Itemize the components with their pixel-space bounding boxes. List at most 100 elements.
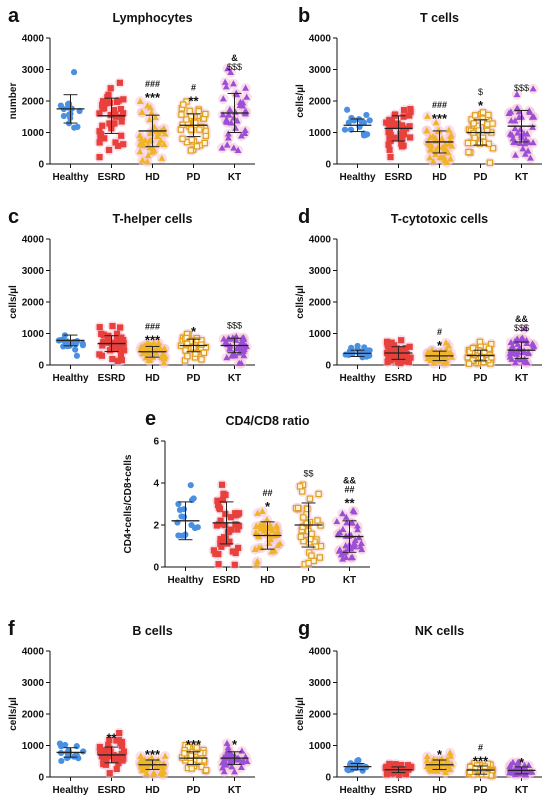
data-point	[478, 353, 485, 361]
y-tick-label: 2000	[22, 97, 45, 108]
data-point	[224, 65, 232, 72]
data-point	[139, 762, 147, 769]
data-point	[104, 94, 111, 101]
significance-marker: #	[191, 82, 196, 92]
data-point	[353, 522, 361, 529]
data-point	[465, 360, 473, 367]
panel-letter: b	[298, 5, 310, 27]
data-point	[192, 350, 199, 357]
data-point	[102, 100, 109, 107]
data-point	[241, 126, 249, 134]
data-point	[120, 96, 127, 103]
data-point	[119, 757, 126, 764]
data-point	[339, 555, 347, 562]
data-point	[385, 120, 392, 128]
y-tick-label: 2000	[309, 710, 332, 721]
data-point	[223, 116, 230, 123]
data-point	[274, 541, 282, 549]
data-point	[101, 338, 108, 345]
significance-marker: *	[519, 755, 525, 770]
data-point	[138, 108, 146, 115]
data-point	[469, 344, 477, 352]
data-point	[348, 344, 355, 351]
data-point	[315, 490, 322, 498]
data-point	[235, 359, 243, 366]
panel-title: T-helper cells	[113, 212, 193, 226]
data-point	[103, 756, 110, 763]
data-point	[233, 91, 241, 98]
data-point	[117, 739, 124, 747]
data-point	[299, 523, 306, 531]
panel-letter: a	[8, 5, 20, 27]
x-tick-label: ESRD	[213, 575, 241, 586]
y-tick-label: 4000	[22, 235, 45, 246]
panel-c: c T-helper cells cells/µl 0 1000 2000 3000 4000…	[8, 206, 255, 384]
data-point	[304, 505, 311, 513]
data-point	[202, 766, 210, 774]
data-point	[70, 69, 78, 76]
significance-marker: &&	[343, 475, 356, 485]
data-point	[426, 154, 434, 161]
x-tick-label: PD	[187, 172, 201, 183]
y-tick-label: 3000	[22, 65, 45, 76]
data-point	[253, 560, 261, 567]
data-point	[161, 130, 169, 137]
panel-b: b T cells cells/µl 0 1000 2000 3000 4000 Healthy…	[295, 5, 542, 183]
data-point	[215, 551, 222, 558]
data-point	[223, 354, 231, 361]
data-point	[146, 116, 153, 123]
data-point	[525, 107, 533, 114]
data-point	[141, 756, 148, 763]
y-tick-label: 0	[38, 160, 44, 171]
panel-a: a Lymphocytes number 0 1000 2000 3000 4000 Healt…	[8, 5, 255, 183]
data-point	[202, 127, 209, 134]
data-point	[96, 743, 103, 751]
data-point	[228, 763, 236, 770]
data-point	[231, 561, 238, 568]
data-point	[111, 120, 118, 127]
x-tick-label: ESRD	[385, 172, 413, 183]
data-point	[308, 552, 315, 559]
data-point	[114, 357, 121, 365]
significance-marker: &	[231, 53, 238, 63]
significance-marker: ###	[145, 79, 160, 89]
data-point	[511, 124, 519, 132]
data-point	[60, 343, 67, 350]
y-tick-label: 1000	[309, 128, 332, 139]
data-point	[524, 349, 532, 357]
data-point	[402, 344, 409, 352]
data-point	[426, 133, 434, 140]
data-point	[423, 757, 431, 764]
data-point	[514, 340, 522, 347]
data-point	[193, 744, 200, 751]
significance-marker: **	[106, 730, 117, 745]
data-point	[234, 511, 241, 518]
data-point	[101, 135, 108, 142]
significance-marker: ###	[145, 322, 160, 332]
data-point	[388, 117, 395, 124]
data-point	[387, 153, 394, 161]
data-point	[476, 140, 484, 147]
y-tick-label: 4	[153, 479, 159, 490]
y-tick-label: 1000	[309, 741, 332, 752]
data-point	[136, 148, 144, 155]
data-point	[96, 128, 103, 135]
data-point	[183, 334, 190, 342]
data-point	[403, 357, 410, 364]
data-point	[230, 144, 238, 151]
data-point	[224, 111, 232, 118]
panel-f: f B cells cells/µl 0 1000 2000 3000 4000 Healthy…	[8, 618, 255, 796]
y-tick-label: 4000	[309, 647, 332, 658]
data-point	[405, 764, 412, 772]
significance-marker: $$$	[227, 62, 242, 72]
data-point	[138, 156, 146, 163]
data-point	[393, 353, 400, 360]
significance-marker: *	[191, 324, 197, 339]
data-point	[345, 544, 353, 551]
data-point	[438, 143, 446, 151]
significance-marker: &&	[515, 314, 528, 324]
data-point	[160, 359, 168, 366]
data-point	[314, 517, 321, 524]
data-point	[107, 85, 114, 92]
x-tick-label: Healthy	[339, 172, 376, 183]
